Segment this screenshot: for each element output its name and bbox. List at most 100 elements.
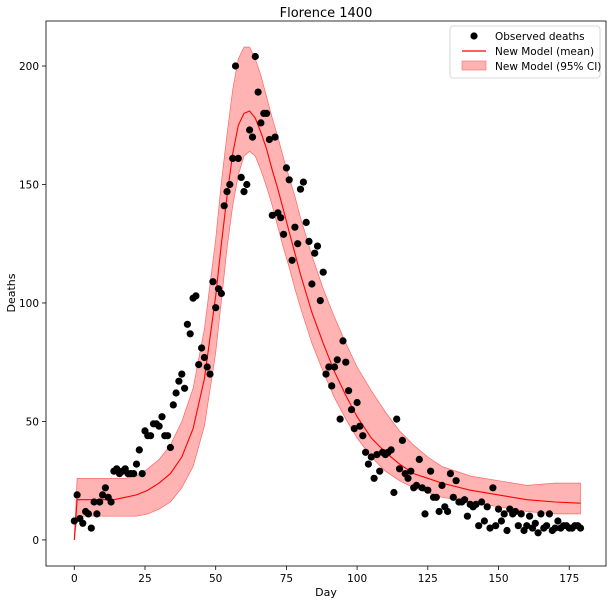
observed-point bbox=[220, 202, 228, 210]
observed-point bbox=[271, 133, 279, 141]
observed-point bbox=[251, 52, 259, 61]
observed-point bbox=[311, 249, 319, 257]
observed-point bbox=[96, 498, 104, 506]
observed-point bbox=[135, 446, 143, 454]
observed-point bbox=[132, 460, 141, 468]
observed-point bbox=[526, 512, 534, 520]
y-tick-label: 50 bbox=[26, 416, 39, 428]
observed-point bbox=[158, 413, 166, 421]
observed-point bbox=[576, 524, 585, 532]
observed-point bbox=[291, 223, 299, 231]
y-axis: 0 50 100 150 200 bbox=[19, 61, 46, 547]
observed-point bbox=[449, 493, 457, 501]
observed-point bbox=[494, 505, 503, 513]
observed-point bbox=[195, 361, 203, 369]
observed-point bbox=[373, 451, 381, 459]
observed-point bbox=[543, 522, 551, 530]
y-tick-label: 150 bbox=[19, 180, 39, 192]
observed-point bbox=[404, 474, 412, 482]
observed-point bbox=[178, 370, 186, 378]
observed-point bbox=[356, 422, 364, 430]
observed-point bbox=[486, 524, 494, 532]
observed-point bbox=[393, 415, 401, 423]
observed-point bbox=[492, 522, 500, 530]
observed-point bbox=[554, 517, 562, 525]
observed-point bbox=[217, 289, 225, 298]
observed-point bbox=[316, 297, 324, 305]
observed-point bbox=[322, 370, 330, 378]
observed-point bbox=[523, 522, 531, 530]
observed-point bbox=[339, 337, 347, 345]
y-axis-label: Deaths bbox=[5, 273, 18, 312]
observed-point bbox=[497, 517, 505, 525]
observed-point bbox=[421, 510, 429, 518]
observed-point bbox=[200, 353, 208, 362]
x-tick-label: 150 bbox=[489, 573, 509, 585]
observed-point bbox=[254, 88, 262, 96]
observed-point bbox=[294, 240, 302, 248]
observed-point bbox=[212, 304, 220, 312]
observed-point bbox=[461, 496, 469, 504]
x-tick-label: 75 bbox=[280, 573, 293, 585]
observed-point bbox=[370, 474, 378, 482]
observed-point bbox=[183, 320, 191, 328]
mean-line bbox=[73, 110, 581, 540]
observed-point bbox=[277, 214, 285, 222]
observed-point bbox=[325, 363, 333, 371]
observed-point bbox=[198, 344, 206, 352]
legend-marker-observed bbox=[470, 32, 478, 40]
observed-point bbox=[164, 432, 172, 440]
observed-point bbox=[73, 491, 81, 499]
observed-point bbox=[418, 484, 426, 492]
observed-point bbox=[359, 432, 367, 440]
observed-point bbox=[192, 292, 200, 300]
observed-point bbox=[181, 384, 189, 392]
y-tick-label: 100 bbox=[19, 298, 39, 310]
observed-point bbox=[364, 460, 372, 468]
y-tick-label: 200 bbox=[19, 61, 39, 73]
observed-point bbox=[206, 370, 214, 378]
observed-point bbox=[234, 154, 242, 162]
observed-point bbox=[79, 519, 87, 527]
observed-point bbox=[376, 467, 384, 475]
observed-point bbox=[313, 242, 322, 250]
observed-point bbox=[93, 510, 101, 518]
observed-point bbox=[226, 180, 234, 189]
observed-point bbox=[155, 422, 163, 430]
observed-point bbox=[229, 154, 237, 162]
x-tick-label: 175 bbox=[559, 573, 579, 585]
observed-point bbox=[308, 280, 316, 288]
y-tick-label: 0 bbox=[32, 535, 39, 547]
observed-point bbox=[296, 185, 305, 193]
observed-point bbox=[237, 173, 245, 181]
observed-point bbox=[328, 382, 336, 390]
observed-point bbox=[438, 481, 446, 489]
observed-point bbox=[319, 268, 327, 276]
observed-point bbox=[99, 491, 107, 499]
observed-point bbox=[463, 512, 471, 520]
observed-point bbox=[147, 432, 155, 440]
observed-point bbox=[248, 133, 257, 141]
observed-point bbox=[263, 109, 271, 117]
observed-point bbox=[223, 188, 231, 196]
observed-point bbox=[503, 526, 511, 535]
x-tick-label: 100 bbox=[347, 573, 367, 585]
x-tick-label: 125 bbox=[418, 573, 438, 585]
observed-point bbox=[302, 218, 310, 226]
observed-point bbox=[500, 510, 508, 518]
observed-point bbox=[350, 425, 358, 433]
observed-point bbox=[362, 448, 370, 456]
observed-point bbox=[347, 406, 356, 414]
observed-point bbox=[435, 507, 443, 516]
observed-point bbox=[87, 524, 95, 532]
observed-point bbox=[342, 358, 350, 366]
observed-point bbox=[336, 415, 344, 423]
observed-point bbox=[415, 455, 423, 463]
observed-point bbox=[280, 230, 288, 238]
x-tick-label: 50 bbox=[209, 573, 222, 585]
plot-frame bbox=[45, 20, 607, 567]
observed-point bbox=[257, 119, 265, 127]
observed-point bbox=[444, 507, 452, 516]
observed-point bbox=[537, 510, 545, 518]
